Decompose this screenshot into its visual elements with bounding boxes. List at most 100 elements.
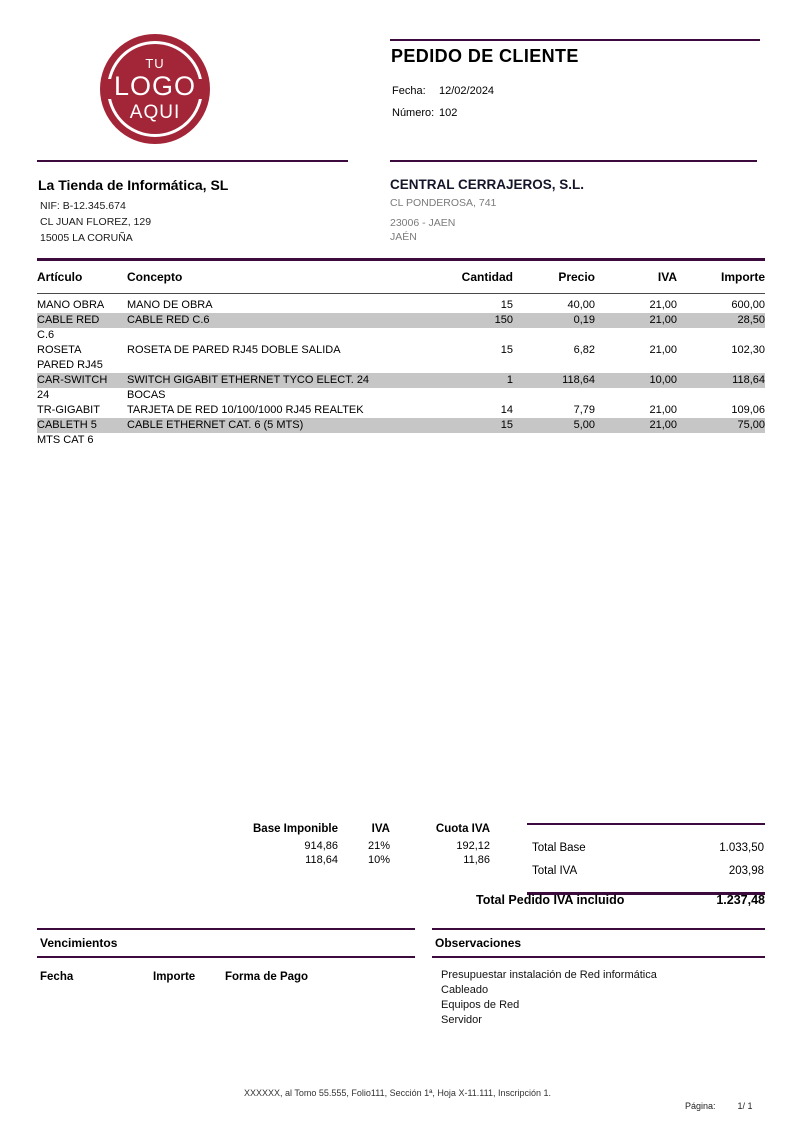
text-line: 24 [37, 389, 50, 401]
cell-iva: 21,00 [649, 419, 677, 431]
cell-concepto: CABLE RED C.6 [127, 313, 447, 328]
total-base-row: Total Base 1.033,50 [527, 836, 765, 859]
seller-address: CL JUAN FLOREZ, 129 [40, 216, 152, 228]
cell-articulo: CAR-SWITCH 24 [37, 373, 127, 403]
title-top-rule [390, 39, 760, 41]
text-line: CABLE RED [37, 314, 100, 326]
page-indicator: Página: 1/ 1 [685, 1101, 753, 1111]
document-title: PEDIDO DE CLIENTE [391, 46, 579, 66]
table-row: ROSETA PARED RJ45 ROSETA DE PARED RJ45 DOB… [37, 343, 765, 373]
cell-precio: 6,82 [573, 344, 595, 356]
observation-line: Equipos de Red [441, 999, 520, 1011]
venc-header-importe: Importe [153, 971, 196, 983]
customer-top-rule [390, 160, 757, 162]
seller-city: 15005 LA CORUÑA [40, 232, 133, 244]
tax-summary-header: Base Imponible IVA Cuota IVA [237, 822, 490, 837]
tax-cuota: 192,12 [456, 839, 490, 852]
grand-total-row: Total Pedido IVA incluido 1.237,48 [476, 893, 765, 907]
observaciones-mid-rule [432, 956, 765, 958]
tax-header-cuota: Cuota IVA [435, 823, 490, 835]
cell-importe: 75,00 [737, 419, 765, 431]
observation-line: Servidor [441, 1014, 482, 1026]
cell-concepto: CABLE ETHERNET CAT. 6 (5 MTS) [127, 418, 447, 433]
cell-articulo: MANO OBRA [37, 298, 127, 313]
table-row: CAR-SWITCH 24 SWITCH GIGABIT ETHERNET TYCO… [37, 373, 765, 403]
header-articulo: Artículo [37, 270, 83, 284]
cell-precio: 118,64 [562, 374, 595, 386]
tax-summary-row: 118,64 10% 11,86 [237, 853, 490, 868]
row-highlight-band [37, 313, 765, 328]
cell-precio: 0,19 [573, 314, 595, 326]
venc-header-fecha: Fecha [40, 971, 74, 983]
tax-base: 914,86 [304, 839, 338, 852]
numero-label: Número: [392, 107, 435, 119]
observation-line: Cableado [441, 984, 489, 996]
fecha-label: Fecha: [392, 85, 426, 97]
observaciones-lines: Presupuestar instalación de Red informát… [432, 958, 765, 1028]
header-importe: Importe [720, 270, 765, 284]
row-highlight-band [37, 418, 765, 433]
tax-cuota: 11,86 [463, 854, 490, 866]
total-base-value: 1.033,50 [719, 841, 764, 854]
logo-line-1: TU [145, 55, 165, 71]
vencimientos-box: Vencimientos Fecha Importe Forma de Pago [37, 928, 415, 983]
row-highlight-band [37, 373, 765, 388]
items-table-header: Artículo Concepto Cantidad Precio IVA Im… [37, 261, 765, 294]
text-line: TR-GIGABIT [37, 404, 100, 416]
items-rows: MANO OBRA MANO DE OBRA 15 40,00 21,00 600,00 C… [37, 294, 765, 448]
table-row: MANO OBRA MANO DE OBRA 15 40,00 21,00 600,00 [37, 298, 765, 313]
table-row: TR-GIGABIT TARJETA DE RED 10/100/1000 RJ4… [37, 403, 765, 418]
header-cantidad: Cantidad [461, 270, 513, 284]
cell-iva: 21,00 [649, 404, 677, 416]
total-iva-value: 203,98 [728, 864, 764, 877]
total-iva-label: Total IVA [532, 864, 578, 877]
items-table: Artículo Concepto Cantidad Precio IVA Im… [37, 258, 765, 448]
text-line: MANO DE OBRA [127, 299, 213, 311]
fecha-value: 12/02/2024 [439, 85, 495, 97]
header-iva: IVA [657, 270, 677, 284]
logo-line-3: AQUI [129, 101, 181, 123]
text-line: SWITCH GIGABIT ETHERNET TYCO ELECT. 24 [127, 374, 370, 386]
tax-header-iva: IVA [371, 823, 390, 835]
observaciones-title: Observaciones [435, 936, 522, 950]
cell-precio: 5,00 [573, 419, 595, 431]
total-iva-row: Total IVA 203,98 [527, 859, 765, 882]
header-precio: Precio [558, 270, 595, 284]
fecha-row: Fecha: 12/02/2024 [392, 85, 494, 97]
cell-articulo: CABLE RED C.6 [37, 313, 127, 343]
cell-concepto: SWITCH GIGABIT ETHERNET TYCO ELECT. 24 BO… [127, 373, 447, 403]
cell-importe: 118,64 [732, 374, 765, 386]
seller-top-rule [37, 160, 348, 162]
cell-cantidad: 15 [500, 299, 513, 311]
text-line: CABLE ETHERNET CAT. 6 (5 MTS) [127, 419, 304, 431]
vencimientos-mid-rule [37, 956, 415, 958]
text-line: PARED RJ45 [37, 359, 103, 371]
text-line: MTS CAT 6 [37, 434, 94, 446]
tax-summary-rows: 914,86 21% 192,12 118,64 10% 11,86 [237, 839, 490, 868]
seller-name: La Tienda de Informática, SL [38, 177, 229, 193]
venc-header-forma-pago: Forma de Pago [225, 971, 309, 983]
tax-base: 118,64 [305, 854, 338, 866]
text-line: BOCAS [127, 389, 166, 401]
cell-precio: 40,00 [567, 299, 595, 311]
cell-iva: 10,00 [649, 374, 677, 386]
tax-header-base: Base Imponible [253, 823, 338, 835]
page-label: Página: [685, 1101, 716, 1111]
logo-ring-gap-left [102, 79, 116, 99]
numero-value: 102 [439, 107, 458, 119]
cell-iva: 21,00 [649, 314, 677, 326]
page-value: 1/ 1 [737, 1101, 753, 1111]
cell-concepto: ROSETA DE PARED RJ45 DOBLE SALIDA [127, 343, 447, 358]
customer-postal-city: 23006 - JAEN [390, 217, 456, 229]
customer-address: CL PONDEROSA, 741 [390, 197, 497, 209]
vencimientos-title: Vencimientos [40, 936, 118, 950]
cell-articulo: TR-GIGABIT [37, 403, 127, 418]
observaciones-box: Observaciones Presupuestar instalación d… [432, 928, 765, 1028]
table-row: CABLE RED C.6 CABLE RED C.6 150 0,19 21,00 28,… [37, 313, 765, 343]
numero-row: Número: 102 [392, 107, 457, 119]
header-concepto: Concepto [127, 270, 183, 284]
company-logo: TU LOGO AQUI [100, 34, 210, 144]
vencimientos-headers: Fecha Importe Forma de Pago [37, 958, 415, 983]
grand-total-value: 1.237,48 [716, 893, 765, 907]
observation-line: Presupuestar instalación de Red informát… [441, 969, 657, 981]
